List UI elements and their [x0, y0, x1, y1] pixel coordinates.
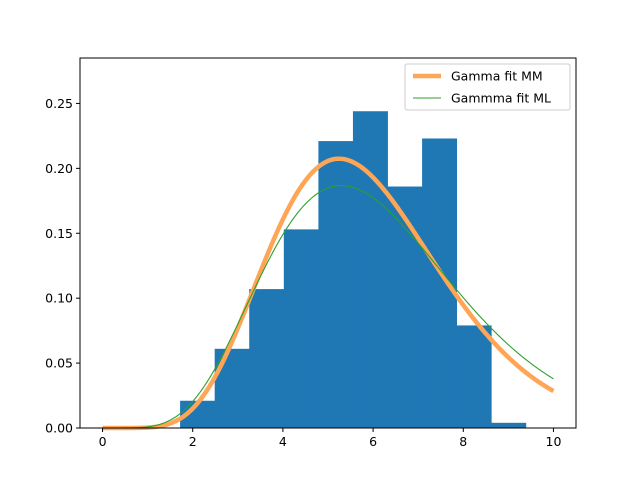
histogram-bar	[249, 289, 285, 428]
x-tick-label: 0	[99, 434, 107, 449]
x-tick-label: 2	[189, 434, 197, 449]
x-axis-ticks: 0 2 4 6 8 10	[99, 428, 562, 449]
histogram-bars	[180, 111, 527, 429]
histogram-bar	[387, 186, 423, 428]
y-axis-ticks: 0.00 0.05 0.10 0.15 0.20 0.25	[45, 96, 80, 436]
y-tick-label: 0.15	[45, 226, 73, 241]
legend-box	[404, 63, 571, 111]
y-tick-label: 0.25	[45, 96, 73, 111]
fit-line-0	[101, 156, 555, 431]
y-tick-label: 0.20	[45, 161, 73, 176]
x-tick-label: 6	[369, 434, 377, 449]
y-tick-label: 0.00	[45, 421, 73, 436]
x-tick-label: 8	[459, 434, 467, 449]
fit-lines	[101, 156, 555, 431]
legend-label-gamma-fit-mm: Gamma fit MM	[451, 69, 543, 84]
histogram-bar	[318, 141, 354, 428]
histogram-bar	[491, 422, 527, 428]
y-tick-label: 0.10	[45, 291, 73, 306]
legend-label-gammma-fit-ml: Gammma fit ML	[451, 91, 551, 106]
histogram-bar	[456, 325, 492, 428]
legend: Gamma fit MM Gammma fit ML	[404, 63, 571, 111]
x-tick-label: 4	[279, 434, 287, 449]
histogram-bar	[283, 229, 319, 428]
y-tick-label: 0.05	[45, 356, 73, 371]
fit-line-1	[102, 185, 554, 429]
x-tick-label: 10	[546, 434, 562, 449]
histogram-bar	[352, 111, 388, 428]
axes-frame	[79, 57, 577, 429]
